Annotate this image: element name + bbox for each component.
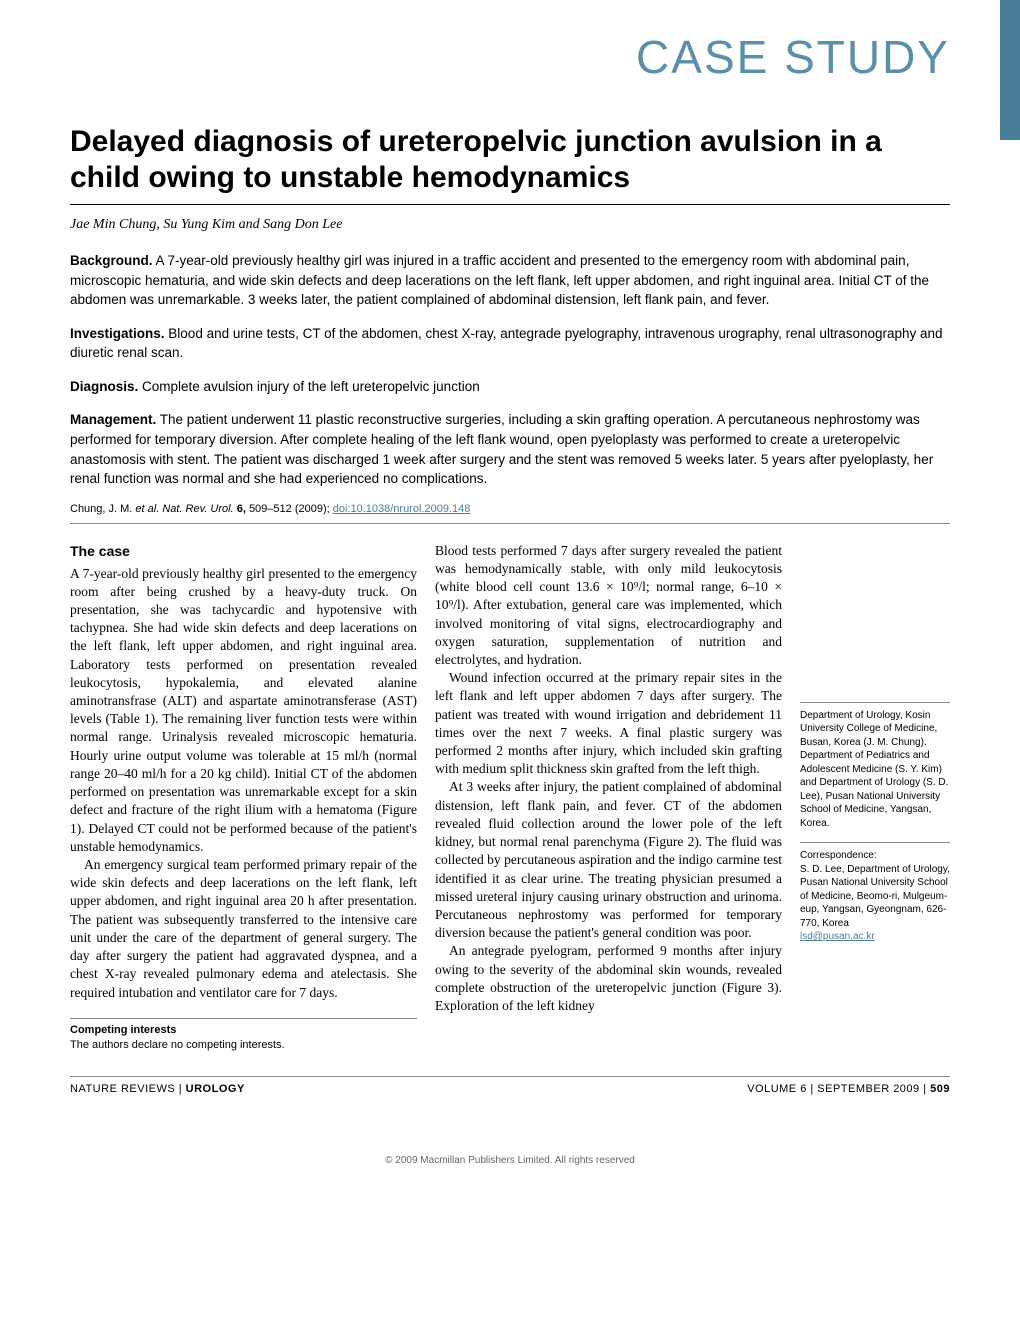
body-para: Wound infection occurred at the primary …: [435, 669, 782, 778]
case-heading: The case: [70, 542, 417, 561]
management-text: The patient underwent 11 plastic reconst…: [70, 412, 933, 486]
citation-journal: et al. Nat. Rev. Urol.: [135, 503, 233, 515]
affiliation-text: Department of Urology, Kosin University …: [800, 710, 948, 829]
footer-left-prefix: NATURE REVIEWS |: [70, 1083, 186, 1095]
page-number: 509: [930, 1083, 950, 1095]
middle-column: Blood tests performed 7 days after surge…: [435, 542, 782, 1053]
investigations-text: Blood and urine tests, CT of the abdomen…: [70, 326, 943, 361]
correspondence-email-link[interactable]: lsd@pusan.ac.kr: [800, 931, 875, 942]
citation-volume: 6,: [234, 503, 249, 515]
diagnosis-label: Diagnosis.: [70, 379, 138, 394]
body-para: Blood tests performed 7 days after surge…: [435, 542, 782, 670]
abstract-diagnosis: Diagnosis. Complete avulsion injury of t…: [70, 377, 950, 397]
category-label: CASE STUDY: [70, 30, 950, 84]
competing-label: Competing interests: [70, 1023, 417, 1038]
citation: Chung, J. M. et al. Nat. Rev. Urol. 6, 5…: [70, 503, 950, 515]
abstract-bottom-rule: [70, 523, 950, 524]
correspondence-block: Correspondence: S. D. Lee, Department of…: [800, 842, 950, 944]
body-para: An emergency surgical team performed pri…: [70, 856, 417, 1002]
investigations-label: Investigations.: [70, 326, 165, 341]
authors: Jae Min Chung, Su Yung Kim and Sang Don …: [70, 217, 950, 233]
main-content: The case A 7-year-old previously healthy…: [70, 542, 950, 1053]
competing-interests: Competing interests The authors declare …: [70, 1018, 417, 1053]
title-rule: [70, 204, 950, 205]
body-para: A 7-year-old previously healthy girl pre…: [70, 565, 417, 857]
body-para: At 3 weeks after injury, the patient com…: [435, 778, 782, 942]
diagnosis-text: Complete avulsion injury of the left ure…: [142, 379, 480, 394]
citation-prefix: Chung, J. M.: [70, 503, 135, 515]
copyright-notice: © 2009 Macmillan Publishers Limited. All…: [0, 1155, 1020, 1166]
correspondence-label: Correspondence:: [800, 849, 950, 863]
background-label: Background.: [70, 253, 153, 268]
right-sidebar: Department of Urology, Kosin University …: [800, 542, 950, 1053]
footer-left-bold: UROLOGY: [186, 1083, 245, 1095]
header-section: CASE STUDY: [70, 0, 950, 124]
footer-right-text: VOLUME 6 | SEPTEMBER 2009 |: [747, 1083, 930, 1095]
page-container: CASE STUDY Delayed diagnosis of ureterop…: [0, 0, 1020, 1135]
citation-pages: 509–512 (2009);: [249, 503, 333, 515]
abstract-background: Background. A 7-year-old previously heal…: [70, 251, 950, 310]
footer-left: NATURE REVIEWS | UROLOGY: [70, 1083, 245, 1095]
page-footer: NATURE REVIEWS | UROLOGY VOLUME 6 | SEPT…: [70, 1076, 950, 1095]
blue-side-tab: [1000, 0, 1020, 140]
article-title: Delayed diagnosis of ureteropelvic junct…: [70, 124, 950, 196]
correspondence-text: S. D. Lee, Department of Urology, Pusan …: [800, 863, 950, 931]
background-text: A 7-year-old previously healthy girl was…: [70, 253, 929, 307]
abstract-investigations: Investigations. Blood and urine tests, C…: [70, 324, 950, 363]
footer-right: VOLUME 6 | SEPTEMBER 2009 | 509: [747, 1083, 950, 1095]
left-column: The case A 7-year-old previously healthy…: [70, 542, 417, 1053]
management-label: Management.: [70, 412, 156, 427]
citation-doi-link[interactable]: doi:10.1038/nrurol.2009.148: [333, 503, 471, 515]
abstract-management: Management. The patient underwent 11 pla…: [70, 410, 950, 488]
competing-text: The authors declare no competing interes…: [70, 1038, 417, 1053]
body-para: An antegrade pyelogram, performed 9 mont…: [435, 942, 782, 1015]
affiliation-block: Department of Urology, Kosin University …: [800, 702, 950, 831]
